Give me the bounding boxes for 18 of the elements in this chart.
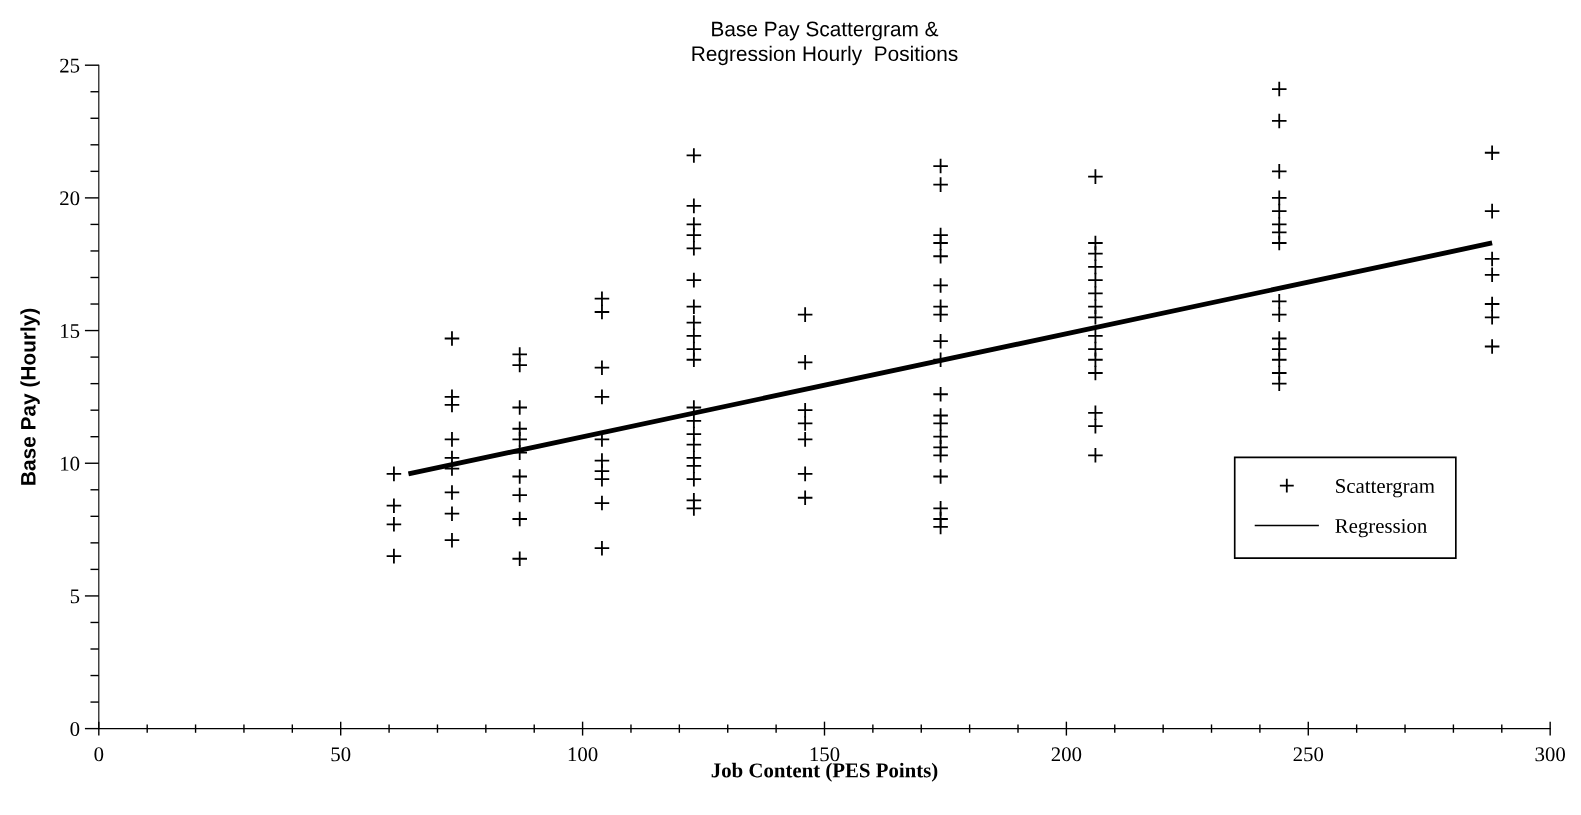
- x-tick-label: 50: [331, 747, 351, 762]
- y-tick-label: 25: [60, 58, 80, 73]
- y-axis-title: Base Pay (Hourly): [20, 308, 40, 485]
- x-axis-title: Job Content (PES Points): [711, 762, 938, 782]
- y-tick-label: 15: [61, 324, 80, 338]
- chart-title: Base Pay Scattergram & Regression Hourly Positions: [692, 21, 958, 66]
- x-tick-label: 200: [1051, 747, 1082, 762]
- x-tick-label: 100: [568, 747, 598, 762]
- x-tick-label: 150: [810, 747, 840, 762]
- y-tick-label: 10: [61, 456, 80, 471]
- legend-label: Scattergram: [1336, 479, 1435, 498]
- x-tick-label: 0: [94, 747, 104, 762]
- legend-label: Regression: [1335, 518, 1427, 538]
- x-tick-label: 250: [1293, 747, 1324, 762]
- x-tick-label: 300: [1535, 747, 1565, 762]
- y-tick-label: 0: [70, 721, 80, 737]
- y-tick-label: 20: [60, 191, 80, 206]
- y-tick-label: 5: [70, 589, 80, 604]
